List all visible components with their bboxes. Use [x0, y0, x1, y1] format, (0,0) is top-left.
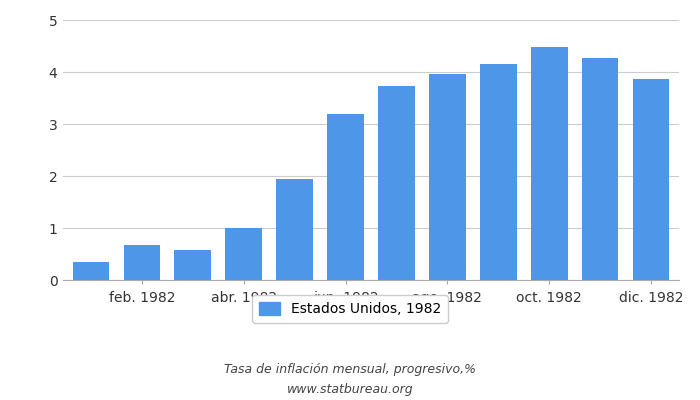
Bar [480, 64, 517, 280]
Bar [429, 74, 466, 280]
Bar [276, 178, 313, 280]
Text: Tasa de inflación mensual, progresivo,%: Tasa de inflación mensual, progresivo,% [224, 364, 476, 376]
Bar [633, 79, 669, 280]
Bar [174, 250, 211, 280]
Bar [73, 262, 109, 280]
Legend: Estados Unidos, 1982: Estados Unidos, 1982 [252, 295, 448, 323]
Bar [531, 46, 568, 280]
Bar [378, 86, 415, 280]
Bar [124, 245, 160, 280]
Bar [225, 228, 262, 280]
Bar [327, 114, 364, 280]
Bar [582, 58, 618, 280]
Text: www.statbureau.org: www.statbureau.org [287, 384, 413, 396]
